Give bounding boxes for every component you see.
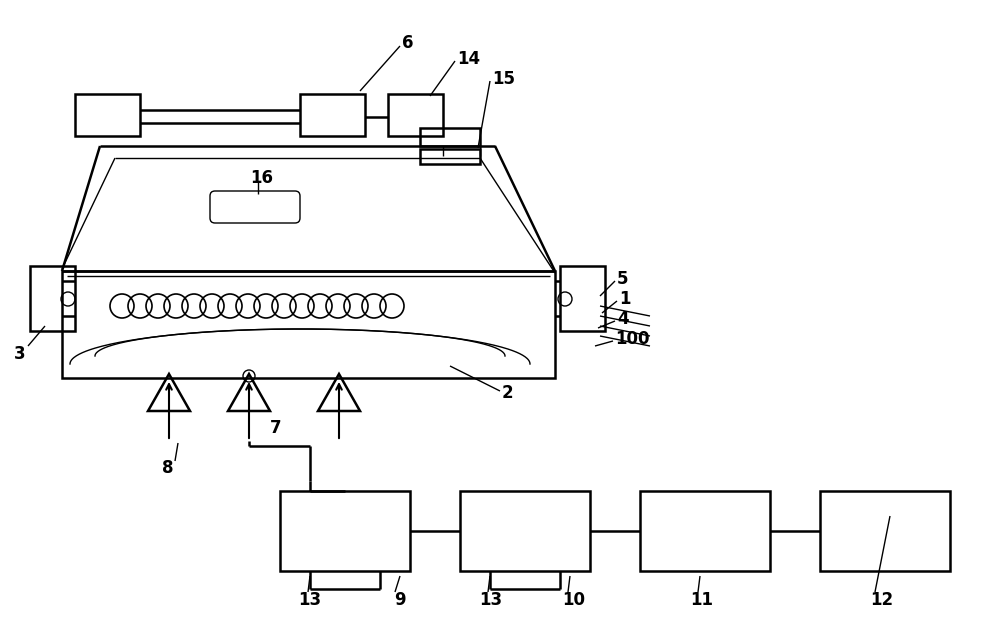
Text: 16: 16 [250,169,273,187]
Text: 1: 1 [619,290,631,308]
Text: 13: 13 [298,591,321,609]
Bar [30,266,75,331]
Bar [388,94,443,136]
Bar [560,266,605,331]
Text: 13: 13 [479,591,502,609]
Bar [420,149,480,164]
Bar [820,491,950,571]
Text: 2: 2 [502,384,514,402]
Bar [62,271,555,378]
Text: 11: 11 [690,591,713,609]
Text: 7: 7 [270,419,282,437]
Text: 100: 100 [615,330,650,348]
Bar [460,491,590,571]
Bar [75,94,140,136]
Text: 8: 8 [162,459,174,477]
Bar [420,128,480,146]
Text: 15: 15 [492,70,515,88]
Text: 10: 10 [562,591,585,609]
Text: 6: 6 [402,34,414,52]
Text: 5: 5 [617,270,629,288]
Bar [300,94,365,136]
Text: 14: 14 [457,50,480,68]
Bar [280,491,410,571]
Text: 3: 3 [14,345,26,363]
Text: 4: 4 [617,310,629,328]
Text: 9: 9 [394,591,406,609]
Bar [640,491,770,571]
Text: 12: 12 [870,591,893,609]
